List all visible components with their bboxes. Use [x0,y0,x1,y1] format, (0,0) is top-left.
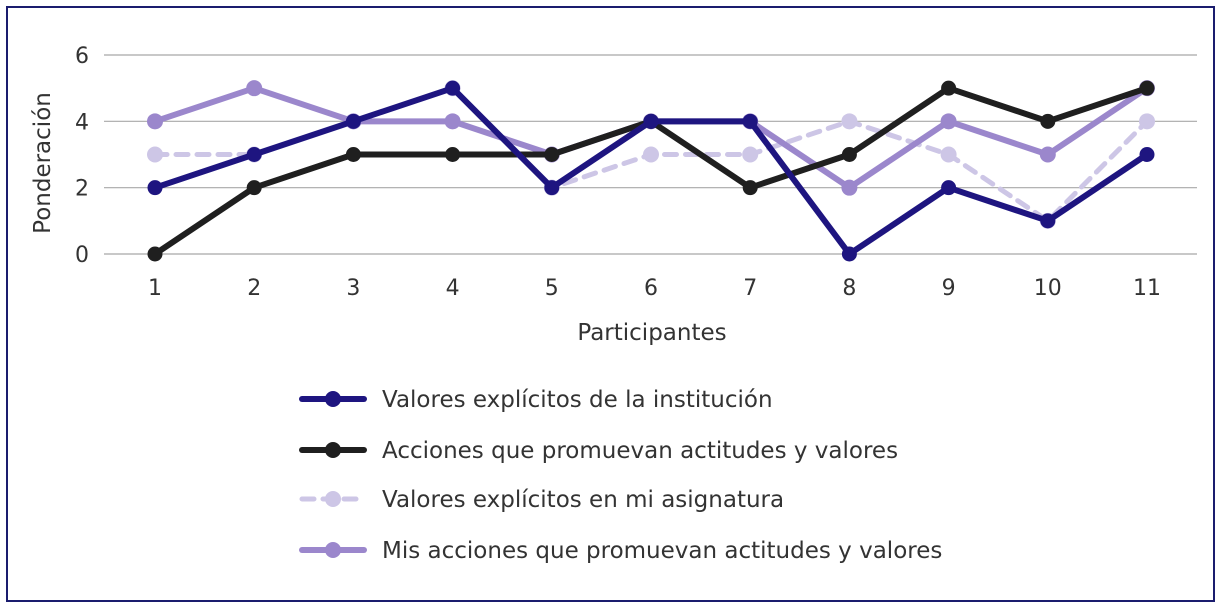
x-tick-label: 3 [346,276,360,301]
legend-item: Valores explícitos en mi asignatura [299,487,784,513]
data-point [1040,213,1056,229]
legend-swatch-marker [325,542,341,558]
data-point [841,179,858,196]
legend-item: Acciones que promuevan actitudes y valor… [299,438,898,464]
x-tick-label: 9 [942,276,956,301]
x-tick-label: 10 [1034,276,1062,301]
data-point [742,180,758,196]
data-point [544,147,560,162]
series-1 [147,80,1155,262]
y-tick-label: 4 [75,110,89,135]
legend: Valores explícitos de la institución Acci… [299,387,942,564]
data-point [940,113,957,130]
data-point [643,146,659,163]
y-axis-ticks: 0 2 4 6 [75,44,89,268]
data-point [1139,113,1155,130]
data-point [345,113,361,129]
data-point [1139,147,1155,162]
data-point [147,146,163,163]
data-point [246,80,263,97]
data-point [445,147,461,162]
data-point [841,246,857,262]
y-tick-label: 2 [75,177,89,202]
data-point [445,80,461,96]
x-axis-label: Participantes [577,320,726,346]
x-tick-label: 11 [1133,276,1161,301]
legend-label: Valores explícitos de la institución [382,387,773,413]
data-point [246,147,262,162]
data-point [246,180,262,196]
legend-swatch-marker [325,491,341,507]
data-point [940,146,957,163]
data-point [742,113,758,129]
legend-swatch-marker [325,442,341,458]
data-point [841,113,858,130]
data-point [544,180,560,196]
x-tick-label: 1 [148,276,162,301]
data-point [147,113,163,130]
data-point [742,146,759,163]
y-tick-label: 6 [75,44,89,69]
series-line [152,85,1150,257]
y-axis-label: Ponderación [30,92,56,234]
data-point [147,246,163,262]
x-tick-label: 6 [644,276,658,301]
x-axis-ticks: 1 2 3 4 5 6 7 8 9 10 11 [148,276,1161,301]
data-point [941,180,957,196]
data-point [941,80,957,96]
data-point [345,147,361,162]
legend-swatch-marker [325,391,341,407]
data-point [444,113,461,130]
series-lines [147,80,1155,262]
legend-label: Valores explícitos en mi asignatura [382,487,784,513]
x-tick-label: 7 [743,276,757,301]
legend-item: Valores explícitos de la institución [299,387,773,413]
data-point [147,180,163,196]
legend-label: Mis acciones que promuevan actitudes y v… [382,538,942,564]
data-point [1139,80,1155,96]
x-tick-label: 4 [446,276,460,301]
data-point [1039,146,1056,163]
series-2 [147,80,1155,262]
legend-label: Acciones que promuevan actitudes y valor… [382,438,898,464]
data-point [1040,113,1056,129]
x-tick-label: 8 [842,276,856,301]
data-point [643,113,659,129]
x-tick-label: 5 [545,276,559,301]
x-tick-label: 2 [247,276,261,301]
y-tick-label: 0 [75,243,89,268]
data-point [841,147,857,162]
legend-item: Mis acciones que promuevan actitudes y v… [299,538,942,564]
